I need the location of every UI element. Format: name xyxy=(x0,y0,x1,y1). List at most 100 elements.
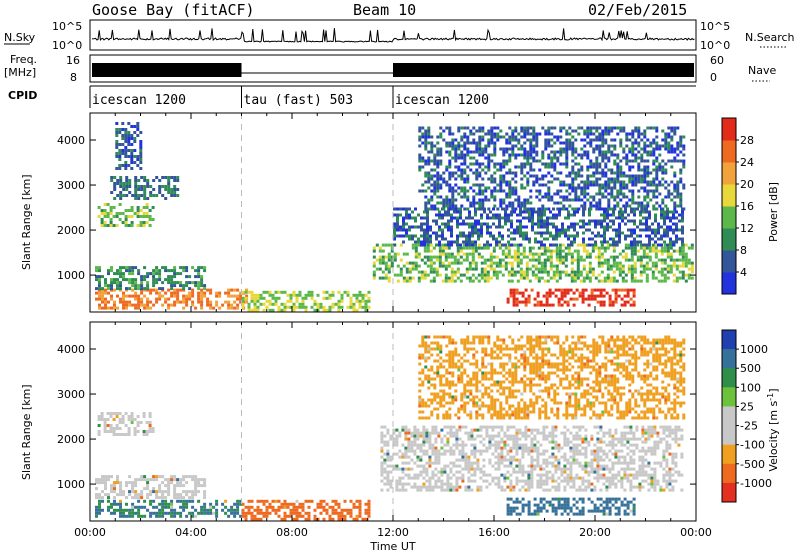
data-cell xyxy=(604,141,608,145)
data-cell xyxy=(586,177,590,181)
data-cell xyxy=(498,243,502,247)
data-cell xyxy=(465,216,468,220)
data-cell xyxy=(637,195,641,199)
data-cell xyxy=(425,431,429,435)
data-cell xyxy=(468,261,472,265)
data-cell xyxy=(445,168,449,172)
data-cell xyxy=(550,132,554,136)
data-cell xyxy=(142,412,146,415)
data-cell xyxy=(536,431,540,435)
data-cell xyxy=(398,482,402,486)
data-cell xyxy=(452,425,456,429)
data-cell xyxy=(580,156,584,160)
data-cell xyxy=(500,428,504,432)
data-cell xyxy=(489,264,493,268)
data-cell xyxy=(548,440,552,444)
data-cell xyxy=(423,261,427,265)
data-cell xyxy=(639,255,643,259)
data-cell xyxy=(531,210,534,214)
data-cell xyxy=(521,455,525,459)
data-cell xyxy=(529,201,533,205)
data-cell xyxy=(544,144,548,148)
data-cell xyxy=(502,174,506,178)
data-cell xyxy=(548,291,552,295)
data-cell xyxy=(427,207,431,211)
data-cell xyxy=(428,485,432,489)
data-cell xyxy=(167,487,171,491)
data-cell xyxy=(197,490,201,494)
data-cell xyxy=(230,294,234,298)
data-cell xyxy=(534,276,538,280)
data-cell xyxy=(378,249,382,253)
data-cell xyxy=(550,159,554,163)
data-cell xyxy=(562,183,566,187)
data-cell xyxy=(399,270,403,274)
data-cell xyxy=(277,290,281,294)
data-cell xyxy=(449,446,453,450)
data-cell xyxy=(601,129,605,133)
data-cell xyxy=(127,224,131,227)
data-cell xyxy=(645,243,648,247)
data-cell xyxy=(170,284,174,288)
data-cell xyxy=(124,433,128,436)
data-cell xyxy=(372,249,376,253)
data-cell xyxy=(509,455,513,459)
data-cell xyxy=(562,150,566,154)
data-cell xyxy=(570,225,573,229)
data-cell xyxy=(455,485,459,489)
data-cell xyxy=(432,231,435,235)
data-cell xyxy=(125,294,128,298)
data-cell xyxy=(473,443,477,447)
data-cell xyxy=(130,418,134,421)
data-cell xyxy=(525,231,528,235)
data-cell xyxy=(416,473,420,477)
data-cell xyxy=(188,475,192,479)
data-cell xyxy=(100,212,104,215)
data-cell xyxy=(586,132,590,136)
data-cell xyxy=(253,293,257,297)
data-cell xyxy=(529,141,533,145)
data-cell xyxy=(256,299,260,303)
data-cell xyxy=(476,449,480,453)
data-cell xyxy=(118,143,122,146)
data-cell xyxy=(539,476,543,480)
data-cell xyxy=(520,126,524,130)
data-cell xyxy=(137,508,141,512)
data-cell xyxy=(148,224,152,227)
data-cell xyxy=(602,300,606,304)
data-cell xyxy=(532,174,536,178)
data-cell xyxy=(490,138,494,142)
data-cell xyxy=(534,222,537,226)
data-cell xyxy=(609,279,613,283)
data-cell xyxy=(411,267,415,271)
data-cell xyxy=(158,496,162,500)
data-cell xyxy=(517,204,521,208)
data-cell xyxy=(431,473,435,477)
data-cell xyxy=(681,276,685,280)
data-cell xyxy=(428,434,432,438)
data-cell xyxy=(600,219,603,223)
data-cell xyxy=(367,499,371,503)
data-cell xyxy=(560,303,564,307)
data-cell xyxy=(128,481,132,485)
data-cell xyxy=(651,273,655,277)
data-cell xyxy=(621,216,624,220)
data-cell xyxy=(655,201,659,205)
data-cell xyxy=(583,129,587,133)
data-cell xyxy=(115,212,119,215)
data-cell xyxy=(486,240,489,244)
data-cell xyxy=(433,162,437,166)
data-cell xyxy=(136,122,140,125)
data-cell xyxy=(562,180,566,184)
data-cell xyxy=(559,171,563,175)
data-cell xyxy=(479,488,483,492)
data-cell xyxy=(367,514,371,518)
data-cell xyxy=(422,440,426,444)
data-cell xyxy=(532,147,536,151)
data-cell xyxy=(399,228,402,232)
data-cell xyxy=(289,299,293,303)
data-cell xyxy=(633,237,636,241)
data-cell xyxy=(655,207,659,211)
data-cell xyxy=(523,174,527,178)
data-cell xyxy=(582,210,585,214)
